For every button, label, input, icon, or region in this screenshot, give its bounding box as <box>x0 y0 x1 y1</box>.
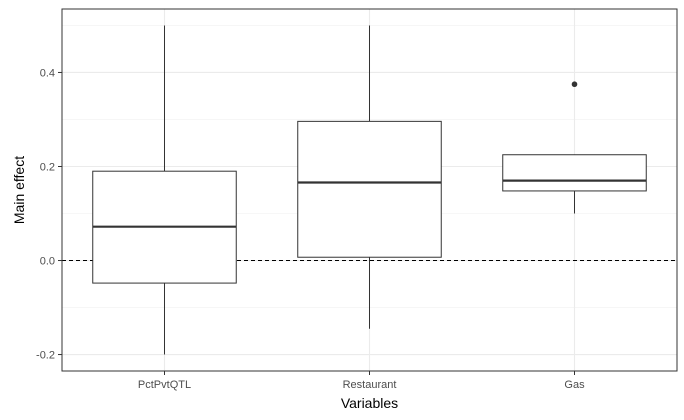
y-tick-label: -0.2 <box>36 350 55 362</box>
y-tick-label: 0.2 <box>40 161 55 173</box>
box-layer <box>92 25 647 355</box>
box-restaurant <box>297 25 442 329</box>
box-gas <box>502 81 647 214</box>
x-tick-label: Restaurant <box>343 379 397 391</box>
outlier-point <box>571 81 578 88</box>
y-tick-label: 0.0 <box>40 256 55 268</box>
box-pctpvtqtl <box>92 25 237 355</box>
x-tick-label: PctPvtQTL <box>138 379 191 391</box>
box-iqr <box>502 154 647 192</box>
axes: -0.2 0.0 0.2 0.4 PctPvtQTL Restaurant Gas <box>36 67 585 391</box>
x-axis-title: Variables <box>341 395 398 411</box>
y-axis-title: Main effect <box>11 156 27 224</box>
box-iqr <box>297 120 442 258</box>
x-tick-label: Gas <box>564 379 585 391</box>
y-tick-label: 0.4 <box>40 67 55 79</box>
